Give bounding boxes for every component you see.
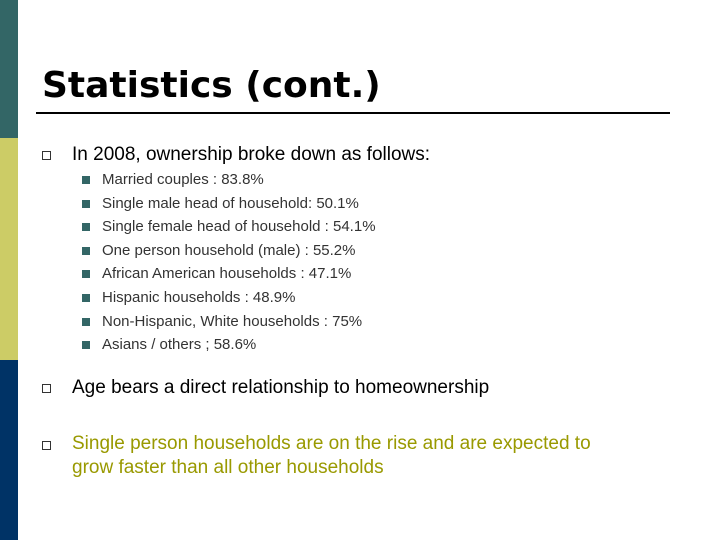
list-item: Single female head of household : 54.1% (80, 215, 376, 239)
breakdown-item-text: Married couples : 83.8% (102, 171, 264, 188)
intro-text: In 2008, ownership broke down as follows… (72, 144, 431, 165)
list-item: Non-Hispanic, White households : 75% (80, 310, 376, 334)
breakdown-item-text: Hispanic households : 48.9% (102, 288, 296, 306)
breakdown-item-text: One person household (male) : 55.2% (102, 241, 356, 259)
decor-band-bottom (0, 360, 18, 540)
list-item: Asians / others ; 58.6% (80, 333, 376, 357)
single-person-text-line1: Single person households are on the rise… (72, 433, 591, 454)
list-item: African American households : 47.1% (80, 262, 376, 286)
hollow-square-bullet-icon (42, 441, 51, 450)
filled-square-bullet-icon (82, 317, 90, 326)
list-item: Married couples : 83.8% (80, 168, 376, 192)
filled-square-bullet-icon (82, 176, 90, 184)
breakdown-item-text: African American households : 47.1% (102, 265, 352, 283)
filled-square-bullet-icon (82, 246, 90, 255)
decor-band-middle (0, 138, 18, 360)
title-underline (36, 112, 670, 114)
list-item: Hispanic households : 48.9% (80, 286, 376, 310)
ownership-breakdown-list: Married couples : 83.8% Single male head… (80, 168, 376, 357)
list-item: One person household (male) : 55.2% (80, 239, 376, 263)
filled-square-bullet-icon (82, 223, 90, 232)
hollow-square-bullet-icon (42, 384, 51, 393)
slide-title: Statistics (cont.) (42, 65, 381, 106)
list-item: Single male head of household: 50.1% (80, 192, 376, 216)
breakdown-item-text: Non-Hispanic, White households : 75% (102, 312, 363, 330)
single-person-text-line2: grow faster than all other households (72, 457, 384, 478)
decor-band-top (0, 0, 18, 138)
breakdown-item-text: Asians / others ; 58.6% (102, 336, 257, 354)
hollow-square-bullet-icon (42, 151, 51, 160)
age-relationship-text: Age bears a direct relationship to homeo… (72, 377, 490, 398)
filled-square-bullet-icon (82, 293, 90, 302)
breakdown-item-text: Single male head of household: 50.1% (102, 194, 359, 212)
breakdown-item-text: Single female head of household : 54.1% (102, 218, 376, 236)
filled-square-bullet-icon (82, 341, 90, 350)
filled-square-bullet-icon (82, 199, 90, 208)
filled-square-bullet-icon (82, 270, 90, 279)
